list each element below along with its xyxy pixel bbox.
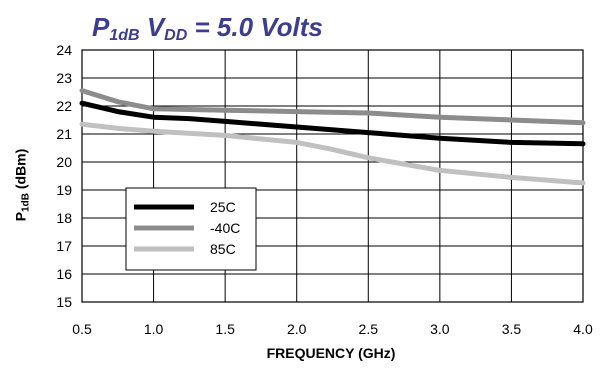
plot-frame	[81, 49, 584, 303]
title-rest: = 5.0 Volts	[194, 12, 323, 42]
legend-label: 25C	[210, 199, 236, 215]
x-tick-label: 1.5	[215, 321, 235, 337]
x-axis-label: FREQUENCY (GHz)	[266, 345, 396, 361]
title-v-sub: DD	[164, 27, 188, 44]
title-p: P	[92, 12, 110, 42]
x-tick-label: 3.5	[502, 321, 522, 337]
y-tick-label: 20	[56, 154, 72, 170]
title-p-sub: 1dB	[109, 27, 140, 44]
legend-label: 85C	[210, 241, 236, 257]
x-tick-label: 1.0	[144, 321, 164, 337]
x-tick-label: 0.5	[72, 321, 92, 337]
x-tick-label: 3.0	[430, 321, 450, 337]
x-tick-label: 2.0	[287, 321, 307, 337]
y-tick-label: 19	[56, 182, 72, 198]
y-tick-label: 22	[56, 98, 72, 114]
chart-title: P1dB VDD = 5.0 Volts	[92, 12, 323, 45]
series-line--40C	[79, 88, 586, 126]
legend-label: -40C	[210, 220, 240, 236]
y-tick-label: 18	[56, 210, 72, 226]
y-tick-label: 17	[56, 238, 72, 254]
series-line-25C	[79, 100, 586, 147]
x-tick-label: 2.5	[359, 321, 379, 337]
y-tick-label: 24	[56, 42, 72, 58]
x-tick-label: 4.0	[573, 321, 593, 337]
series-line-85C	[79, 121, 586, 186]
y-tick-label: 21	[56, 126, 72, 142]
y-tick-label: 16	[56, 266, 72, 282]
y-tick-label: 15	[56, 294, 72, 310]
title-v: V	[146, 12, 165, 42]
y-tick-label: 23	[56, 70, 72, 86]
